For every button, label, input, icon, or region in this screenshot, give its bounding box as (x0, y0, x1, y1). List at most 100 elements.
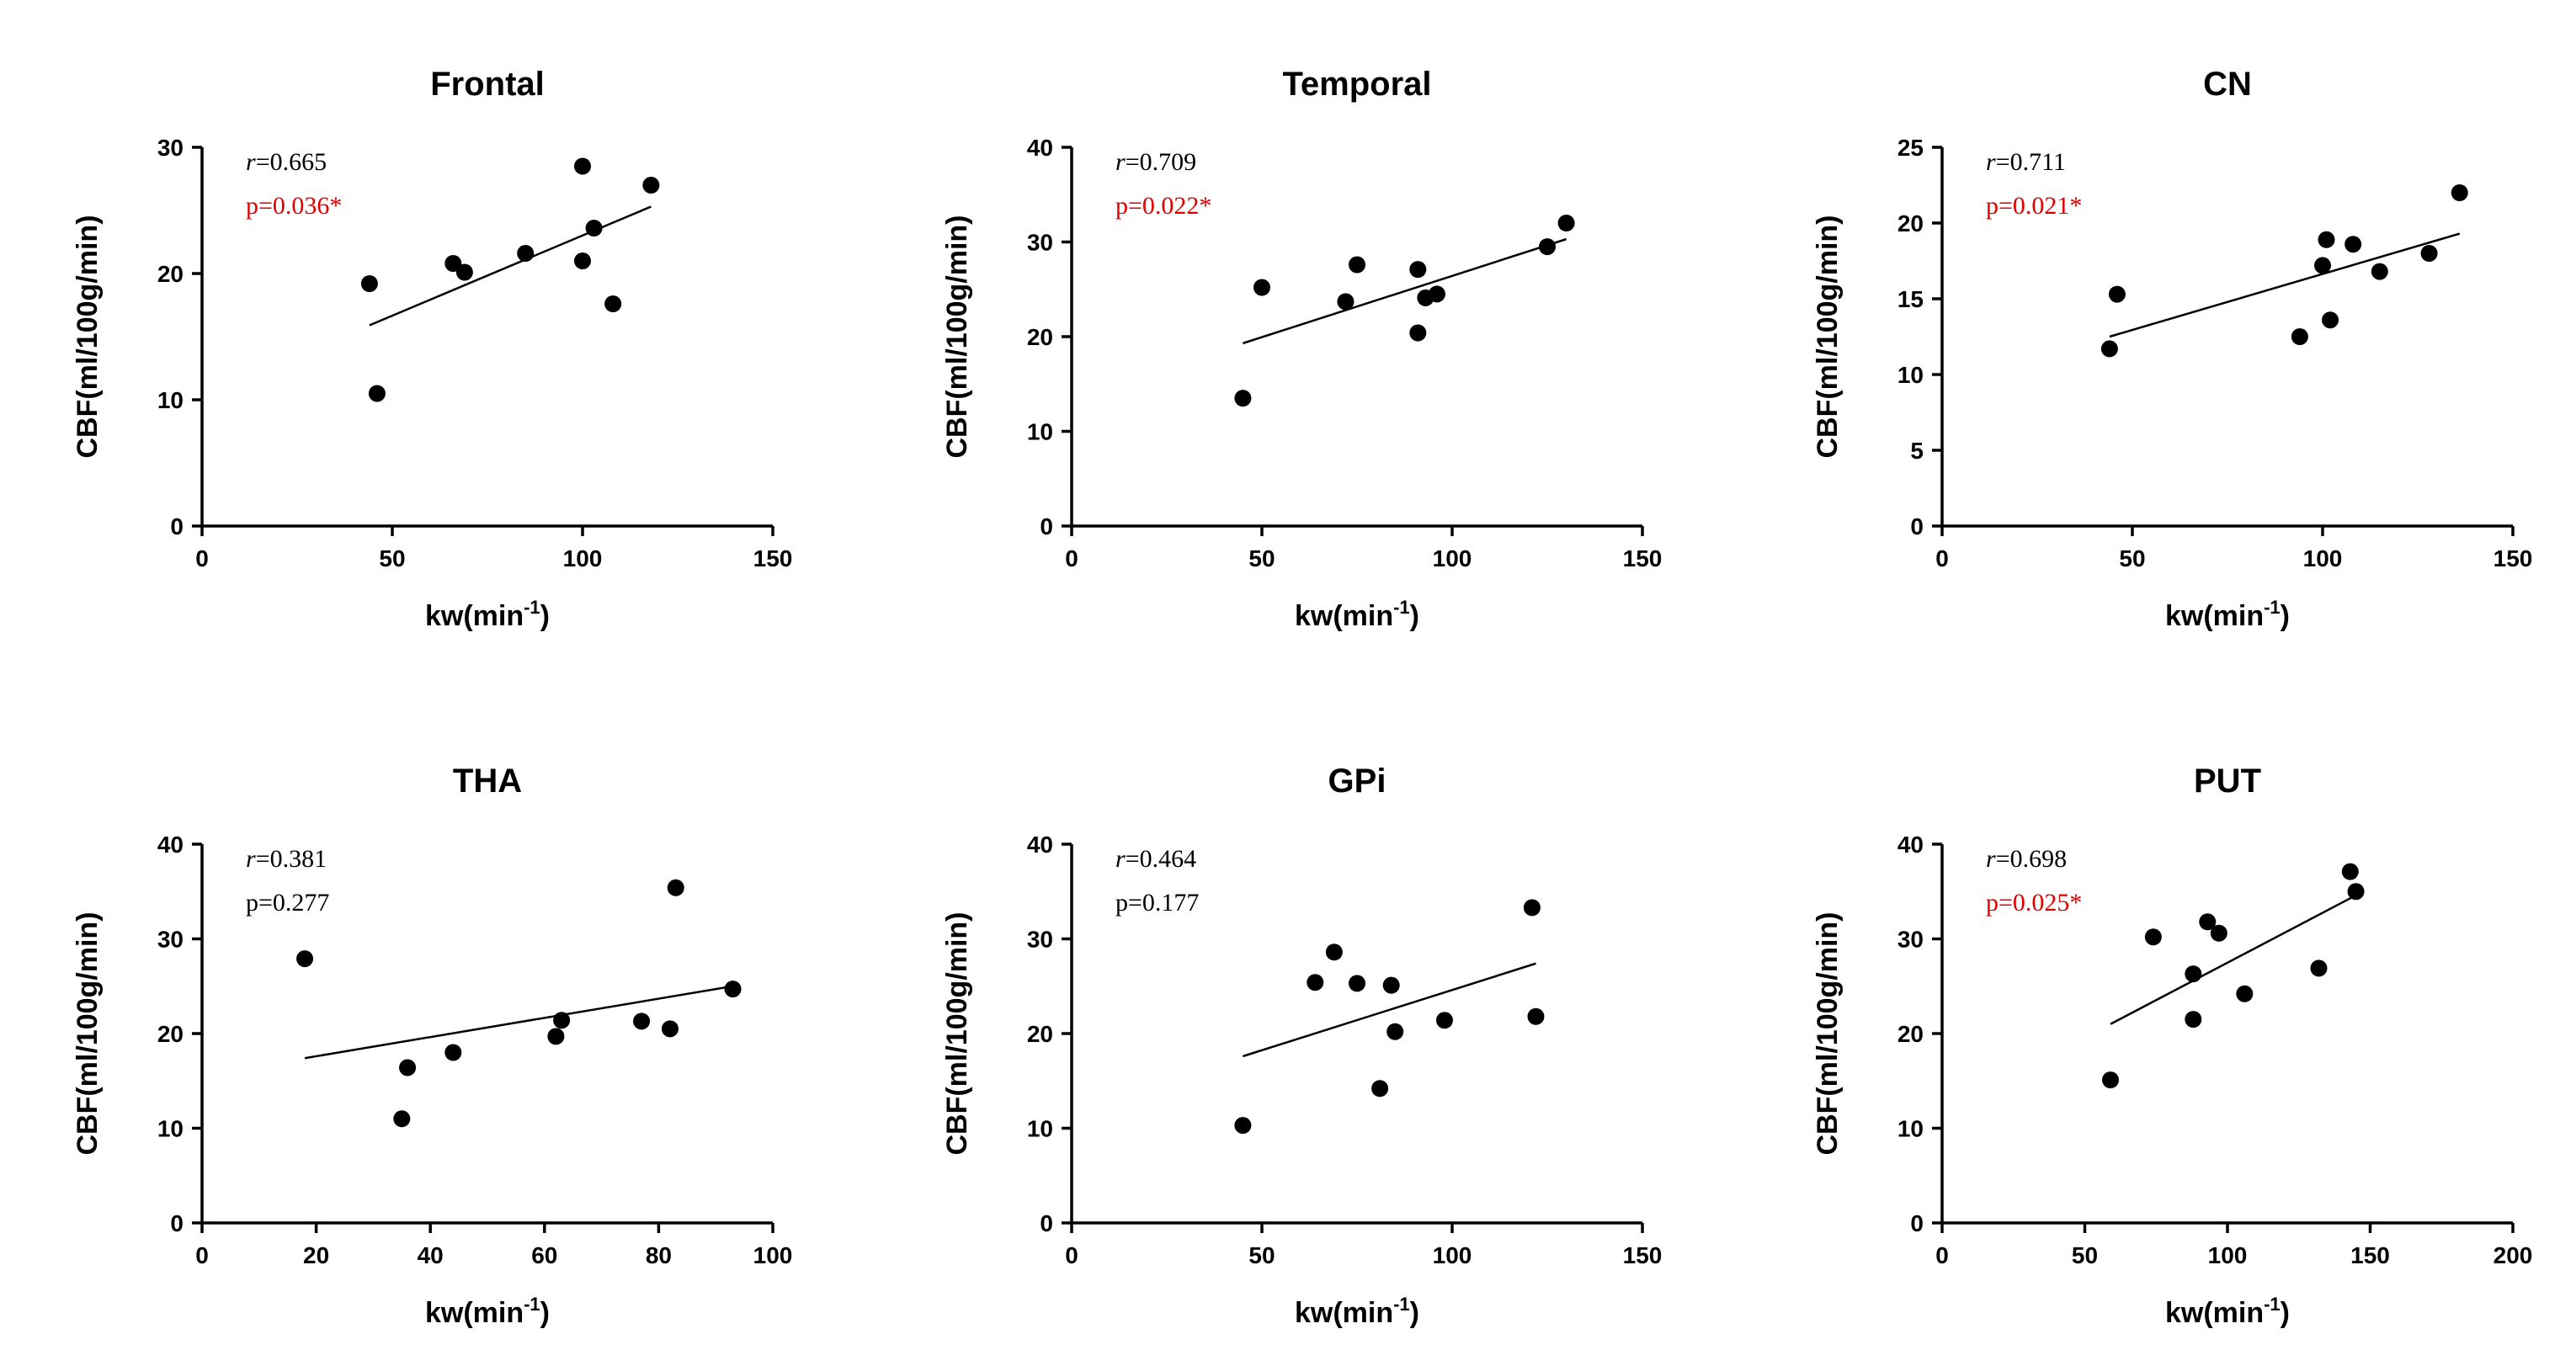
data-point (2371, 263, 2388, 280)
p-value-label: p=0.177 (1115, 889, 1199, 917)
data-point (547, 1028, 565, 1045)
data-point (574, 252, 591, 269)
r-symbol: r (1986, 845, 1996, 873)
x-tick-label: 150 (2350, 1242, 2390, 1268)
x-tick-label: 150 (753, 545, 793, 571)
data-point (1557, 215, 1575, 231)
x-axis-label-main: kw(min (425, 600, 524, 632)
y-axis-label: CBF(ml/100g/min) (1812, 912, 1844, 1155)
regression-line (369, 205, 652, 327)
data-point (2210, 924, 2227, 942)
x-tick-label: 100 (1433, 545, 1472, 571)
y-axis-label: CBF(ml/100g/min) (72, 215, 104, 458)
data-point (724, 981, 742, 998)
y-tick-label: 25 (1897, 135, 1924, 161)
y-axis-label: CBF(ml/100g/min) (1812, 215, 1844, 458)
y-tick-label: 0 (1040, 513, 1053, 539)
data-point (455, 263, 473, 281)
y-tick-label: 10 (1027, 1116, 1053, 1142)
data-point (1435, 1012, 1453, 1029)
y-tick-label: 40 (1027, 135, 1053, 161)
y-tick-label: 0 (170, 513, 184, 539)
data-point (585, 220, 603, 237)
scatter-panel-gpi: GPi 0 50 100 150 0 10 20 30 40 kw(min-1) CBF(ml/100… (941, 763, 1662, 1329)
x-tick-label: 0 (1935, 1242, 1949, 1268)
x-axis-label: kw(min-1) (1295, 597, 1419, 632)
y-tick-label: 0 (1910, 513, 1924, 539)
x-axis-label-main: kw(min (425, 1297, 524, 1329)
data-point (360, 275, 378, 292)
x-tick-label: 0 (1065, 545, 1078, 571)
r-value-label: r=0.709 (1115, 148, 1196, 176)
x-tick-label: 100 (753, 1242, 793, 1268)
chart-title: Frontal (430, 66, 545, 103)
r-value: =0.709 (1126, 148, 1196, 176)
y-tick-label: 20 (1027, 1021, 1053, 1047)
r-symbol: r (1986, 148, 1996, 176)
x-axis-label-superscript: -1 (1393, 597, 1410, 618)
x-tick-label: 150 (1623, 1242, 1663, 1268)
data-point (1409, 324, 1427, 342)
data-point (2100, 340, 2118, 358)
y-tick-label: 10 (157, 1116, 184, 1142)
r-value-label: r=0.711 (1986, 148, 2066, 176)
data-point (661, 1020, 679, 1038)
data-point (1382, 976, 1400, 994)
scatter-panel-cn: CN 0 50 100 150 0 5 10 15 20 25 kw(min-1) CBF(ml/100… (1812, 66, 2532, 632)
data-point (517, 245, 535, 262)
y-tick-label: 10 (1897, 362, 1924, 388)
data-point (2318, 231, 2335, 248)
y-tick-label: 5 (1910, 438, 1924, 464)
r-value-label: r=0.381 (246, 845, 327, 873)
x-tick-label: 50 (2119, 545, 2145, 571)
scatter-panel-frontal: Frontal 0 50 100 150 0 10 20 30 kw(min-1) CBF(ml/1… (72, 66, 792, 632)
y-axis-label: CBF(ml/100g/min) (941, 912, 973, 1155)
chart-title: Temporal (1282, 66, 1431, 103)
data-point (1539, 238, 1556, 256)
data-point (1337, 293, 1355, 311)
data-point (1253, 279, 1270, 296)
x-axis-label-main: kw(min (2165, 1297, 2264, 1329)
scatter-panel-tha: THA 0 20 40 60 80 100 0 10 20 30 40 kw(min-1) CBF(ml/… (72, 763, 792, 1329)
data-point (1409, 261, 1427, 279)
r-value-label: r=0.665 (246, 148, 327, 176)
data-point (444, 255, 462, 272)
y-tick-label: 30 (157, 135, 184, 161)
data-point (2102, 1071, 2120, 1089)
y-tick-label: 40 (1897, 832, 1924, 858)
y-tick-label: 10 (1027, 419, 1053, 445)
y-tick-label: 20 (1897, 210, 1924, 237)
x-axis-label-close: ) (2281, 1297, 2290, 1329)
x-tick-label: 80 (646, 1242, 672, 1268)
x-axis-label-superscript: -1 (524, 1294, 540, 1315)
data-point (2199, 913, 2217, 931)
r-value: =0.698 (1996, 845, 2067, 873)
data-point (2291, 328, 2308, 345)
x-axis-label-main: kw(min (2165, 600, 2264, 632)
data-point (2185, 1011, 2202, 1028)
x-axis-label-superscript: -1 (2264, 597, 2281, 618)
data-point (553, 1012, 571, 1029)
x-tick-label: 60 (531, 1242, 557, 1268)
r-value-label: r=0.464 (1115, 845, 1196, 873)
data-point (1428, 285, 1445, 303)
y-tick-label: 20 (157, 1021, 184, 1047)
x-axis-label-close: ) (1410, 1297, 1419, 1329)
x-tick-label: 0 (1065, 1242, 1078, 1268)
x-axis-label-close: ) (1410, 600, 1419, 632)
x-tick-label: 50 (1248, 1242, 1275, 1268)
r-symbol: r (1115, 148, 1126, 176)
data-point (2347, 883, 2365, 901)
x-axis-label: kw(min-1) (1295, 1294, 1419, 1329)
data-point (2341, 863, 2359, 880)
p-value-label: p=0.022* (1115, 192, 1211, 220)
data-point (1371, 1080, 1389, 1098)
regression-line (1243, 237, 1567, 345)
p-value-label: p=0.277 (246, 889, 329, 917)
data-point (2420, 245, 2438, 262)
r-value: =0.464 (1126, 845, 1196, 873)
data-point (2451, 184, 2468, 201)
data-point (2344, 236, 2362, 253)
data-point (1527, 1007, 1545, 1025)
